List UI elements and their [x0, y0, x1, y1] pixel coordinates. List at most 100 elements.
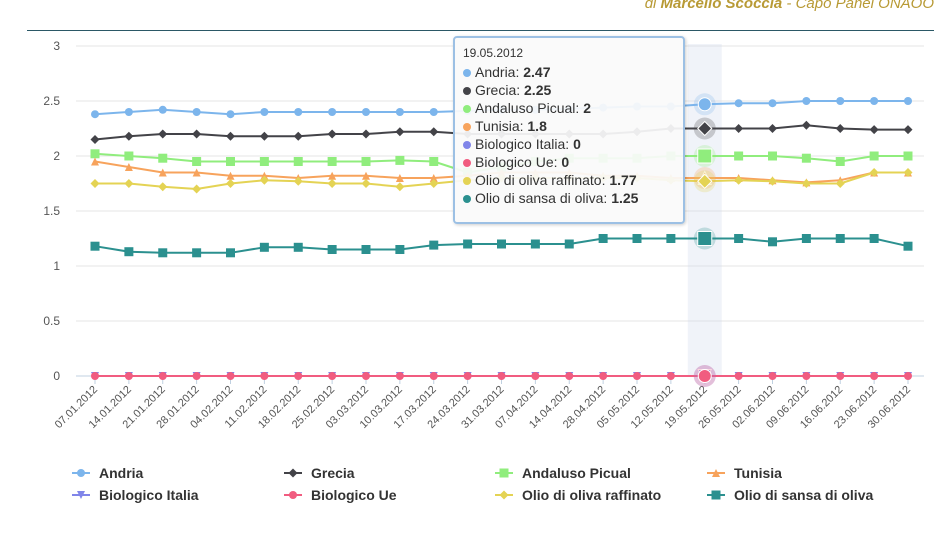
data-point: [599, 372, 608, 380]
data-point: [361, 179, 371, 188]
tooltip-value: 2.25: [524, 82, 552, 98]
data-point: [361, 245, 371, 254]
data-point: [768, 124, 777, 133]
tooltip-value: 1.25: [611, 190, 639, 206]
data-point: [768, 176, 777, 186]
data-point: [361, 129, 371, 139]
data-point: [362, 372, 370, 380]
tooltip-label: Olio di sansa di oliva:: [475, 190, 612, 206]
legend: Andria Grecia Andaluso Picual Tunisia Biolog…: [72, 465, 873, 503]
data-point: [801, 179, 811, 188]
data-point: [259, 157, 269, 166]
data-point: [463, 239, 473, 249]
data-point: [734, 372, 743, 380]
legend-item[interactable]: Biologico Italia: [72, 487, 199, 503]
data-point: [903, 125, 913, 135]
y-tick-label: 0: [53, 369, 60, 383]
tooltip-row: Biologico Ue: 0: [463, 153, 675, 171]
data-point: [91, 372, 99, 380]
data-point: [564, 239, 574, 249]
data-point: [90, 241, 100, 251]
data-point: [226, 171, 235, 180]
hover-point: [697, 231, 713, 246]
legend-symbol: [499, 468, 509, 478]
data-point: [192, 372, 201, 380]
data-point: [497, 372, 506, 380]
tooltip-rows: Andria: 2.47 Grecia: 2.25 Andaluso Picual:…: [463, 63, 675, 207]
data-point: [362, 171, 370, 180]
data-point: [836, 97, 845, 105]
data-point: [124, 372, 133, 380]
legend-item[interactable]: Biologico Ue: [284, 487, 397, 503]
legend-item[interactable]: Grecia: [284, 465, 355, 481]
tooltip-dot: [463, 195, 471, 203]
legend-label: Olio di sansa di oliva: [734, 487, 873, 503]
legend-item[interactable]: Tunisia: [707, 465, 782, 481]
data-point: [395, 245, 405, 254]
data-point: [328, 108, 337, 116]
y-tick-label: 3: [53, 39, 60, 53]
data-point: [192, 108, 201, 116]
legend-symbol: [288, 468, 298, 478]
legend-item[interactable]: Olio di sansa di oliva: [707, 487, 873, 503]
data-point: [158, 105, 167, 114]
data-point: [226, 372, 235, 380]
legend-item[interactable]: Olio di oliva raffinato: [495, 487, 661, 503]
data-point: [91, 110, 99, 119]
data-point: [497, 239, 506, 249]
data-point: [395, 174, 404, 182]
tooltip-value: 1.77: [609, 172, 637, 188]
legend-symbol: [289, 491, 297, 499]
hover-point: [697, 97, 712, 112]
data-point: [294, 372, 303, 380]
data-point: [768, 237, 777, 247]
data-point: [192, 157, 202, 166]
data-point: [904, 372, 912, 380]
data-point: [124, 247, 134, 257]
data-point: [260, 372, 269, 380]
tooltip-row: Grecia: 2.25: [463, 81, 675, 99]
data-point: [259, 242, 269, 252]
tooltip-dot: [463, 123, 471, 131]
legend-item[interactable]: Andaluso Picual: [495, 465, 631, 481]
data-point: [835, 234, 845, 243]
data-point: [124, 151, 134, 161]
data-point: [90, 149, 100, 159]
tooltip-dot: [463, 69, 471, 77]
data-point: [429, 174, 438, 182]
hover-point: [697, 120, 713, 137]
data-point: [260, 108, 269, 116]
data-point: [801, 120, 811, 130]
data-point: [768, 151, 777, 161]
tooltip-label: Tunisia:: [475, 118, 528, 134]
data-point: [734, 234, 744, 243]
data-point: [158, 168, 167, 177]
data-point: [870, 97, 879, 105]
tooltip-dot: [463, 87, 471, 95]
data-point: [327, 245, 337, 254]
data-point: [158, 372, 167, 380]
legend-item[interactable]: Andria: [72, 465, 144, 481]
data-point: [904, 97, 912, 105]
data-point: [395, 372, 404, 380]
credit-prefix: di: [644, 0, 661, 12]
legend-symbol: [712, 469, 720, 477]
data-point: [734, 175, 744, 185]
tooltip-value: 2.47: [523, 64, 551, 80]
data-point: [158, 153, 168, 163]
tooltip-dot: [463, 105, 471, 113]
tooltip-value: 0: [561, 154, 570, 170]
data-point: [429, 372, 438, 380]
data-point: [192, 184, 202, 194]
data-point: [124, 108, 133, 116]
y-tick-label: 0.5: [43, 314, 60, 328]
data-point: [293, 131, 303, 141]
tooltip-dot: [463, 177, 471, 185]
legend-symbol: [499, 490, 509, 500]
data-point: [869, 168, 879, 177]
data-point: [768, 99, 777, 108]
data-point: [90, 135, 100, 144]
credit-suffix: - Capo Panel ONAOO: [782, 0, 934, 12]
series-biologico-ue: [91, 372, 912, 380]
